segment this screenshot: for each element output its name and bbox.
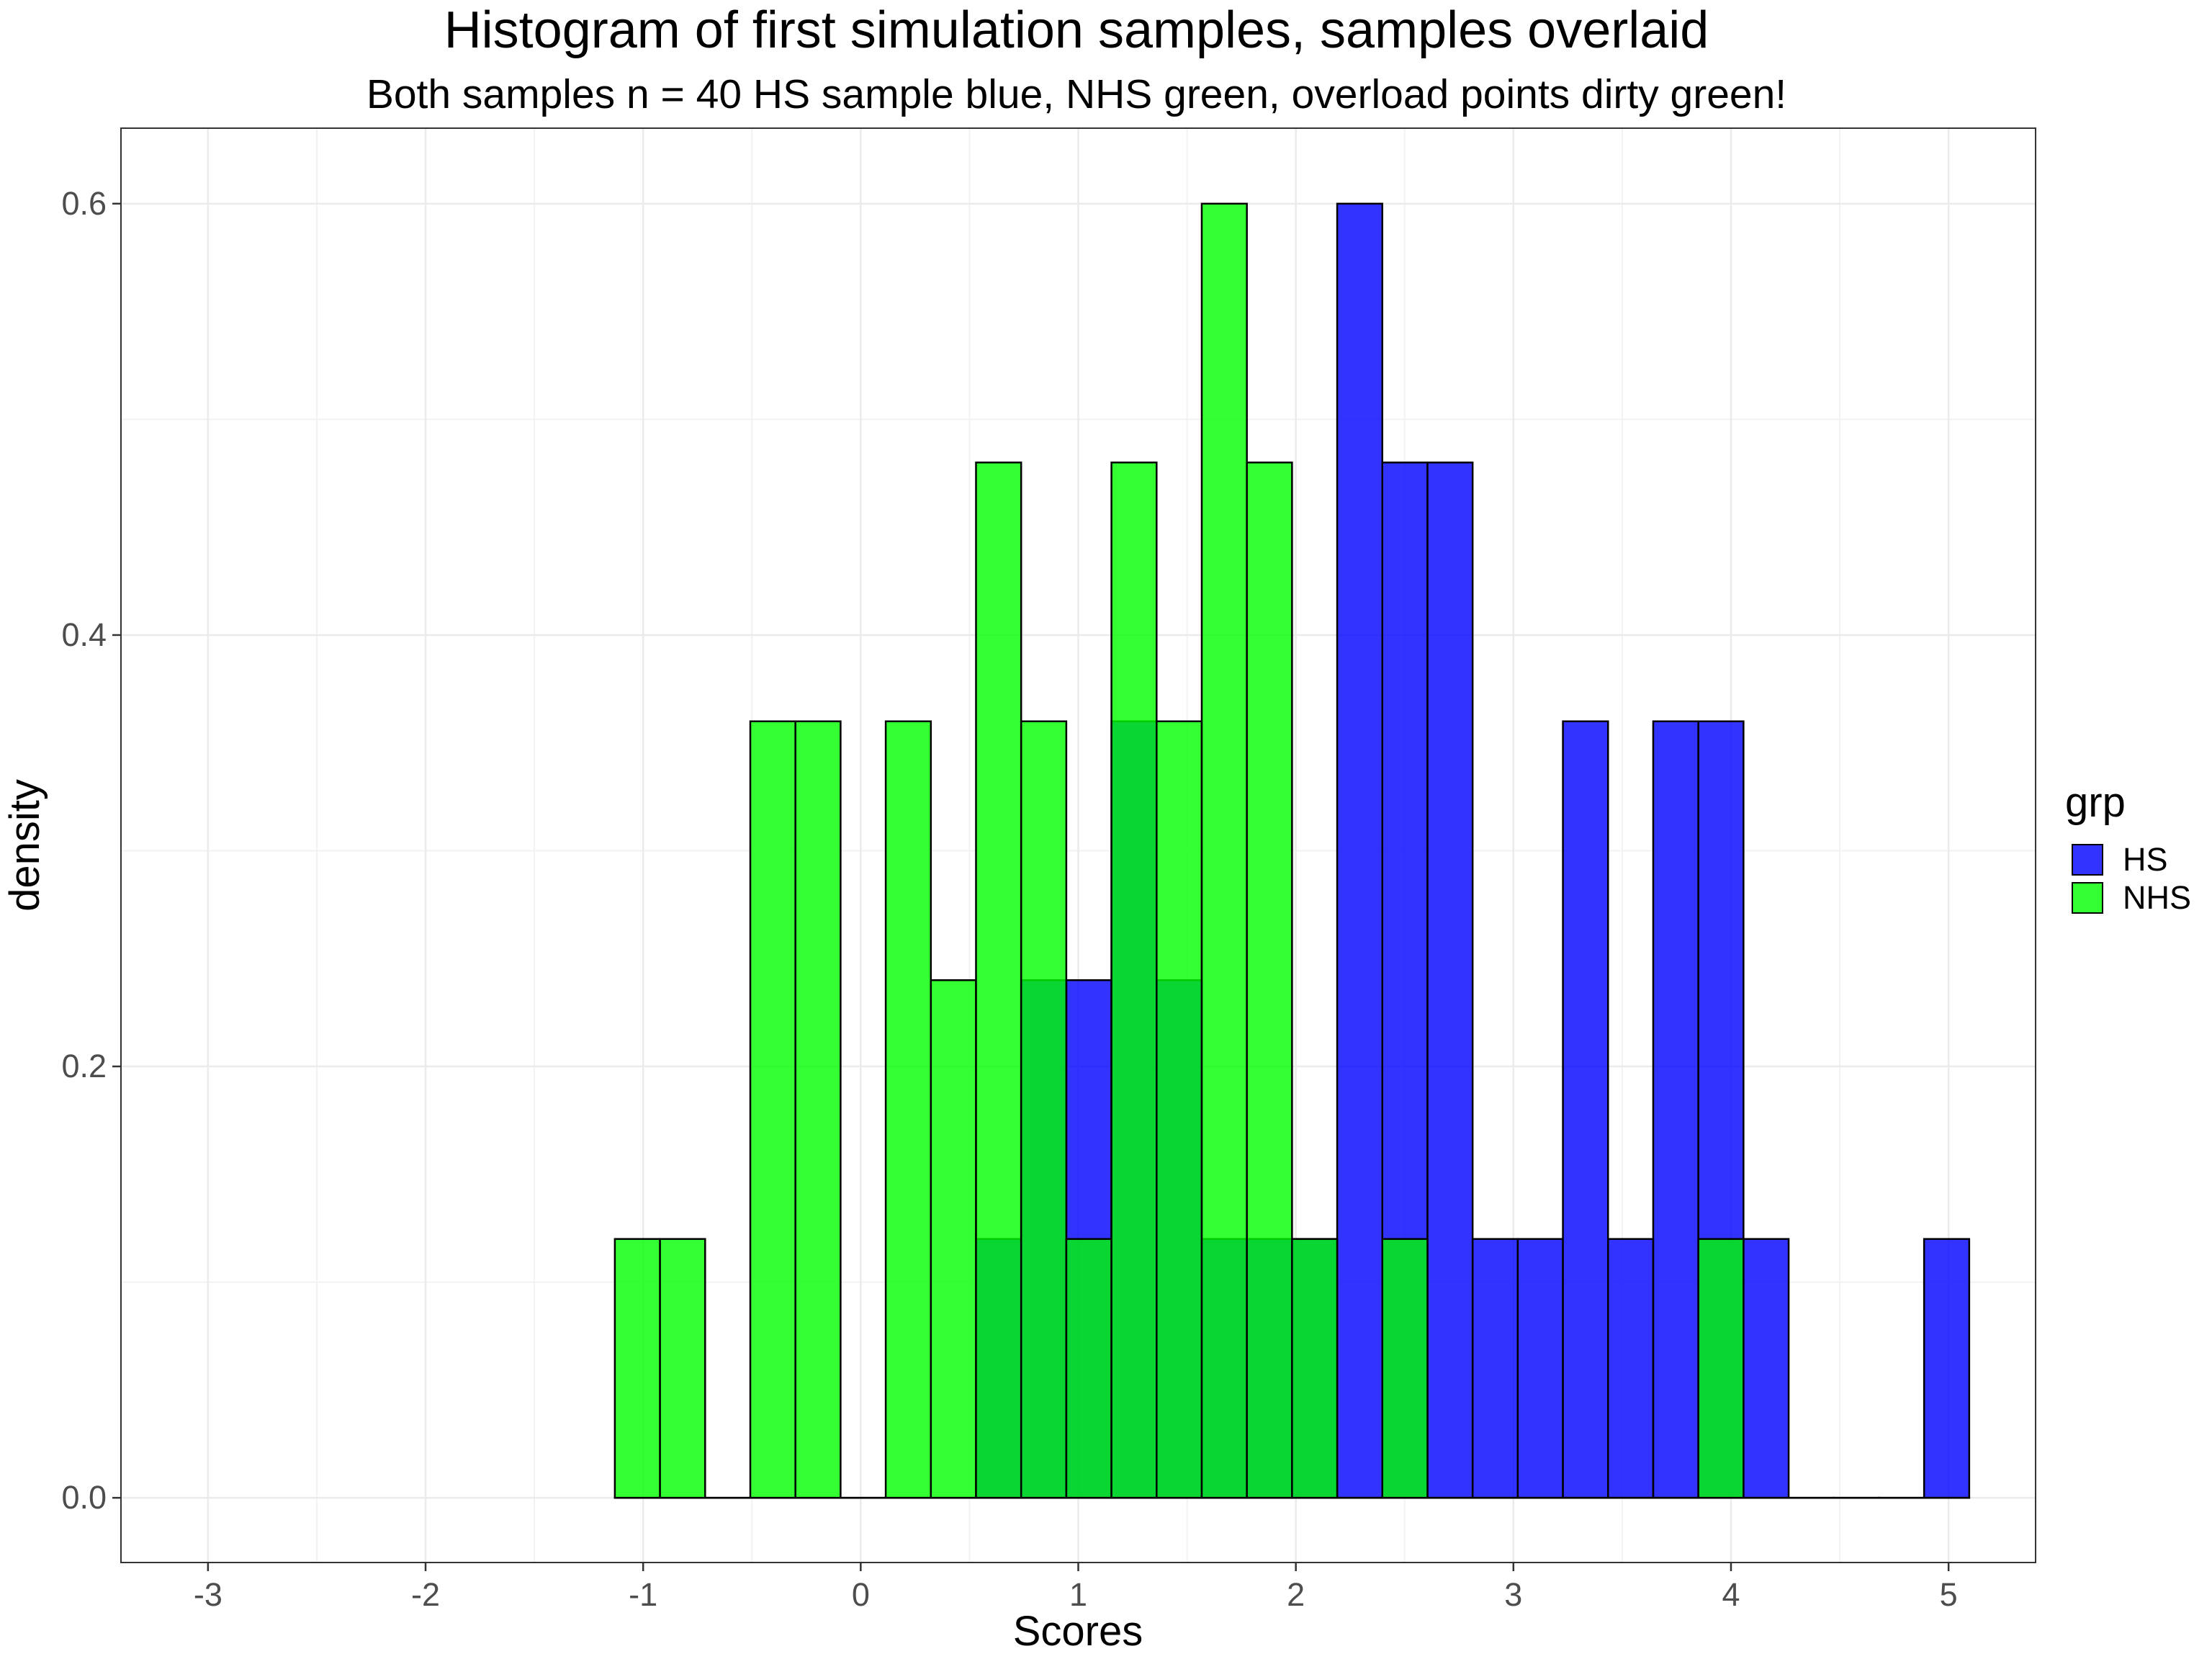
x-tick-label: -1	[629, 1576, 657, 1613]
x-tick-label: -2	[411, 1576, 440, 1613]
bar-nhs	[1156, 720, 1203, 1499]
bar-nhs	[794, 720, 842, 1499]
bar-nhs	[884, 720, 932, 1499]
chart-subtitle: Both samples n = 40 HS sample blue, NHS …	[367, 71, 1786, 117]
bar-hs	[1471, 1238, 1519, 1499]
x-tick-label: 4	[1722, 1576, 1740, 1613]
bar-hs	[1923, 1238, 1971, 1499]
y-axis-ticks: 0.0 0.2 0.4 0.6	[61, 185, 121, 1516]
bar-nhs	[1020, 720, 1068, 1499]
legend-key-hs	[2072, 844, 2103, 876]
bar-nhs	[1246, 462, 1293, 1499]
bar-nhs	[1065, 1238, 1112, 1499]
x-tick-label: 2	[1287, 1576, 1305, 1613]
bar-hs	[1426, 462, 1474, 1499]
x-axis-title: Scores	[1013, 1608, 1143, 1655]
x-tick-label: 1	[1069, 1576, 1087, 1613]
x-tick-label: 5	[1940, 1576, 1958, 1613]
bar-nhs	[975, 462, 1022, 1499]
bar-hs	[1743, 1238, 1790, 1499]
legend-key-nhs	[2072, 882, 2103, 914]
bar-hs	[1516, 1238, 1564, 1499]
legend: grp HS NHS	[2065, 779, 2191, 916]
plot-panel	[120, 127, 2036, 1563]
y-axis-title: density	[1, 779, 48, 912]
bar-hs	[1336, 202, 1384, 1499]
bar-hs	[1652, 720, 1699, 1499]
bar-nhs	[1200, 202, 1248, 1499]
legend-label-nhs: NHS	[2123, 879, 2191, 916]
y-tick-label: 0.6	[61, 185, 107, 222]
bar-hs	[1607, 1238, 1655, 1499]
chart-title: Histogram of first simulation samples, s…	[444, 1, 1709, 59]
x-tick-label: 3	[1504, 1576, 1522, 1613]
bar-nhs	[930, 979, 977, 1499]
bar-nhs	[1697, 1238, 1745, 1499]
bar-nhs	[749, 720, 796, 1499]
bar-nhs	[1110, 462, 1158, 1499]
y-tick-label: 0.0	[61, 1479, 107, 1516]
bar-nhs	[1381, 1238, 1429, 1499]
bar-nhs	[659, 1238, 706, 1499]
bar-nhs	[1291, 1238, 1339, 1499]
y-tick-label: 0.2	[61, 1048, 107, 1084]
bar-nhs	[613, 1238, 661, 1499]
legend-label-hs: HS	[2123, 841, 2168, 878]
series-nhs-bars	[613, 202, 1971, 1499]
bar-hs	[1562, 720, 1609, 1499]
x-tick-label: -3	[194, 1576, 222, 1613]
x-axis-ticks: -3 -2 -1 0 1 2 3 4 5	[194, 1563, 1958, 1613]
legend-title: grp	[2065, 779, 2126, 826]
y-tick-label: 0.4	[61, 616, 107, 653]
x-tick-label: 0	[852, 1576, 870, 1613]
